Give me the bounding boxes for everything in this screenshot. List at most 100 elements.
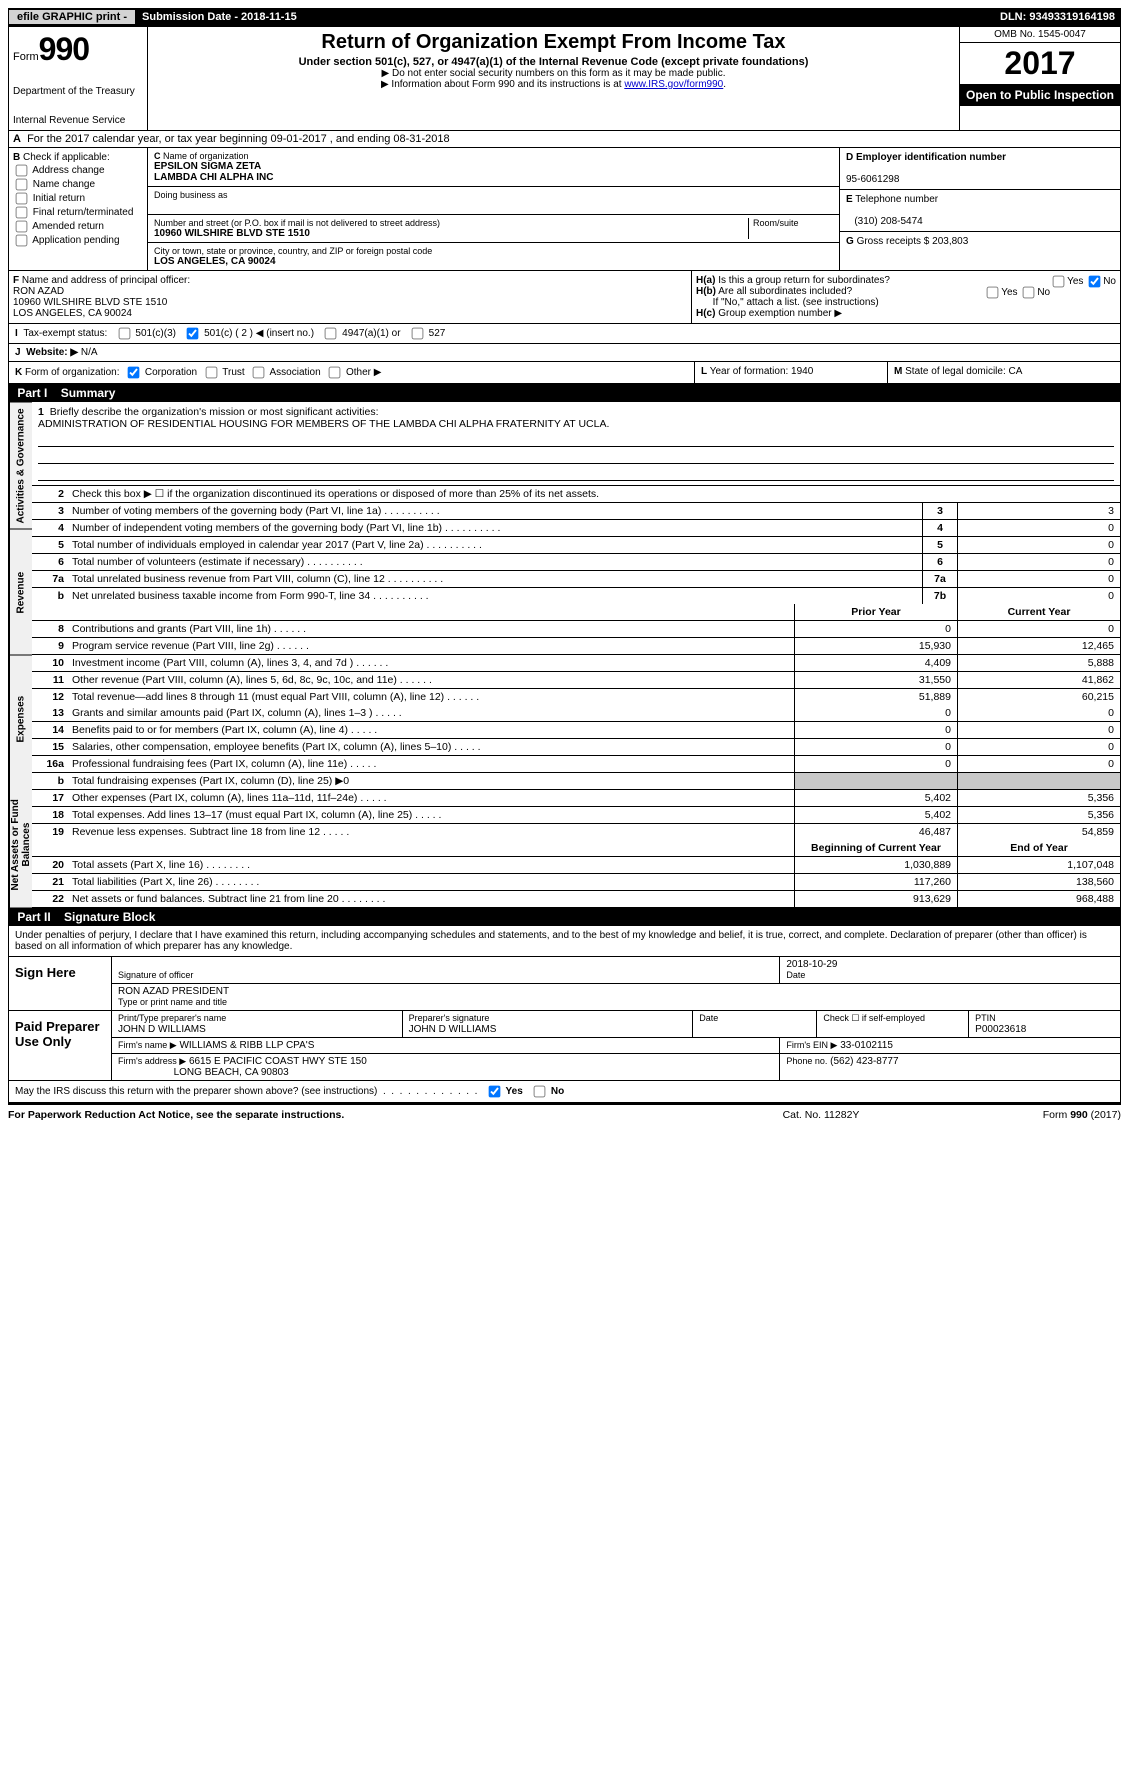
cat-no: Cat. No. 11282Y	[721, 1109, 921, 1121]
paperwork-notice: For Paperwork Reduction Act Notice, see …	[8, 1109, 721, 1121]
exp-row-16a: 16a Professional fundraising fees (Part …	[32, 756, 1120, 773]
form-subtitle: Under section 501(c), 527, or 4947(a)(1)…	[156, 56, 951, 68]
ck-other[interactable]	[329, 367, 341, 379]
preparer-name: JOHN D WILLIAMS	[118, 1024, 206, 1035]
row-j: J Website: ▶ N/A	[8, 344, 1121, 362]
irs-link[interactable]: www.IRS.gov/form990	[624, 79, 723, 90]
firm-addr: 6615 E PACIFIC COAST HWY STE 150	[189, 1056, 367, 1067]
ck-ha-yes[interactable]	[1053, 276, 1065, 288]
ck-corp[interactable]	[128, 367, 140, 379]
ck-527[interactable]	[412, 328, 424, 340]
dept-treasury: Department of the Treasury	[13, 86, 143, 97]
exp-row-17: 17 Other expenses (Part IX, column (A), …	[32, 790, 1120, 807]
org-address: 10960 WILSHIRE BLVD STE 1510	[154, 228, 748, 239]
vtab-revenue: Revenue	[9, 529, 32, 656]
vtab-netassets: Net Assets or Fund Balances	[9, 782, 32, 908]
rev-row-10: 10 Investment income (Part VIII, column …	[32, 655, 1120, 672]
officer-addr: 10960 WILSHIRE BLVD STE 1510	[13, 297, 167, 308]
net-row-22: 22 Net assets or fund balances. Subtract…	[32, 891, 1120, 907]
rev-row-9: 9 Program service revenue (Part VIII, li…	[32, 638, 1120, 655]
gov-row-4: 4 Number of independent voting members o…	[32, 520, 1120, 537]
ck-trust[interactable]	[205, 367, 217, 379]
part-1-header: Part I Summary	[8, 384, 1121, 402]
org-name-1: EPSILON SIGMA ZETA	[154, 161, 833, 172]
ck-name-change[interactable]	[16, 179, 28, 191]
row-i: I Tax-exempt status: 501(c)(3) 501(c) ( …	[8, 324, 1121, 344]
firm-city: LONG BEACH, CA 90803	[174, 1067, 289, 1078]
ck-501c[interactable]	[187, 328, 199, 340]
officer-name: RON AZAD	[13, 286, 64, 297]
form-label: Form	[13, 51, 39, 63]
submission-label: Submission Date - 2018-11-15	[136, 11, 303, 23]
rev-row-11: 11 Other revenue (Part VIII, column (A),…	[32, 672, 1120, 689]
col-c-org: C Name of organization EPSILON SIGMA ZET…	[148, 148, 839, 270]
dln: DLN: 93493319164198	[1000, 11, 1121, 23]
ck-4947[interactable]	[325, 328, 337, 340]
summary-table: Activities & Governance Revenue Expenses…	[8, 402, 1121, 908]
net-row-21: 21 Total liabilities (Part X, line 26) .…	[32, 874, 1120, 891]
dept-irs: Internal Revenue Service	[13, 115, 143, 126]
form-ref: Form 990 (2017)	[921, 1109, 1121, 1121]
ck-amended[interactable]	[16, 221, 28, 233]
gov-row-5: 5 Total number of individuals employed i…	[32, 537, 1120, 554]
top-bar: efile GRAPHIC print - Submission Date - …	[8, 8, 1121, 26]
org-name-2: LAMBDA CHI ALPHA INC	[154, 172, 833, 183]
gov-row-6: 6 Total number of volunteers (estimate i…	[32, 554, 1120, 571]
telephone: (310) 208-5474	[854, 216, 922, 227]
form-title: Return of Organization Exempt From Incom…	[156, 31, 951, 54]
exp-row-15: 15 Salaries, other compensation, employe…	[32, 739, 1120, 756]
net-row-20: 20 Total assets (Part X, line 16) . . . …	[32, 857, 1120, 874]
firm-name: WILLIAMS & RIBB LLP CPA'S	[179, 1040, 314, 1051]
signature-block: Under penalties of perjury, I declare th…	[8, 926, 1121, 1103]
ck-hb-no[interactable]	[1023, 287, 1035, 299]
officer-signed-name: RON AZAD PRESIDENT	[118, 986, 229, 997]
gov-row-3: 3 Number of voting members of the govern…	[32, 503, 1120, 520]
efile-btn[interactable]: efile GRAPHIC print -	[8, 9, 136, 25]
year-formation: Year of formation: 1940	[710, 366, 814, 377]
row-fh: F Name and address of principal officer:…	[8, 271, 1121, 324]
state-domicile: State of legal domicile: CA	[905, 366, 1022, 377]
ck-discuss-no[interactable]	[534, 1086, 546, 1098]
firm-phone: (562) 423-8777	[830, 1056, 898, 1067]
part-2-header: Part II Signature Block	[8, 908, 1121, 926]
officer-city: LOS ANGELES, CA 90024	[13, 308, 132, 319]
gross-receipts: 203,803	[932, 236, 968, 247]
vtab-governance: Activities & Governance	[9, 402, 32, 529]
omb-number: OMB No. 1545-0047	[960, 27, 1120, 43]
vtab-expenses: Expenses	[9, 655, 32, 782]
ein: 95-6061298	[846, 174, 899, 185]
org-city: LOS ANGELES, CA 90024	[154, 256, 833, 267]
form-note-1: ▶ Do not enter social security numbers o…	[156, 68, 951, 79]
exp-row-14: 14 Benefits paid to or for members (Part…	[32, 722, 1120, 739]
paid-preparer-label: Paid Preparer Use Only	[9, 1011, 112, 1080]
exp-row-18: 18 Total expenses. Add lines 13–17 (must…	[32, 807, 1120, 824]
tax-year: 2017	[960, 43, 1120, 84]
ck-ha-no[interactable]	[1089, 276, 1101, 288]
ck-assoc[interactable]	[253, 367, 265, 379]
ck-application-pending[interactable]	[16, 235, 28, 247]
page-footer: For Paperwork Reduction Act Notice, see …	[8, 1103, 1121, 1125]
main-block: B Check if applicable: Address change Na…	[8, 148, 1121, 271]
exp-row-b: b Total fundraising expenses (Part IX, c…	[32, 773, 1120, 790]
rev-row-12: 12 Total revenue—add lines 8 through 11 …	[32, 689, 1120, 705]
form-header: Form990 Department of the Treasury Inter…	[8, 26, 1121, 131]
form-note-2: ▶ Information about Form 990 and its ins…	[156, 79, 951, 90]
ck-address-change[interactable]	[16, 165, 28, 177]
section-a: A For the 2017 calendar year, or tax yea…	[8, 131, 1121, 148]
perjury-text: Under penalties of perjury, I declare th…	[9, 926, 1120, 956]
gov-row-b: b Net unrelated business taxable income …	[32, 588, 1120, 604]
ck-501c3[interactable]	[118, 328, 130, 340]
website: N/A	[81, 347, 98, 358]
ck-discuss-yes[interactable]	[488, 1086, 500, 1098]
ptin: P00023618	[975, 1024, 1026, 1035]
rev-row-8: 8 Contributions and grants (Part VIII, l…	[32, 621, 1120, 638]
exp-row-13: 13 Grants and similar amounts paid (Part…	[32, 705, 1120, 722]
ck-initial-return[interactable]	[16, 193, 28, 205]
ck-hb-yes[interactable]	[987, 287, 999, 299]
gov-row-7a: 7a Total unrelated business revenue from…	[32, 571, 1120, 588]
preparer-sig: JOHN D WILLIAMS	[409, 1024, 497, 1035]
col-d: D Employer identification number 95-6061…	[839, 148, 1120, 270]
firm-ein: 33-0102115	[840, 1040, 893, 1051]
form-number: 990	[39, 31, 89, 67]
ck-final-return[interactable]	[16, 207, 28, 219]
